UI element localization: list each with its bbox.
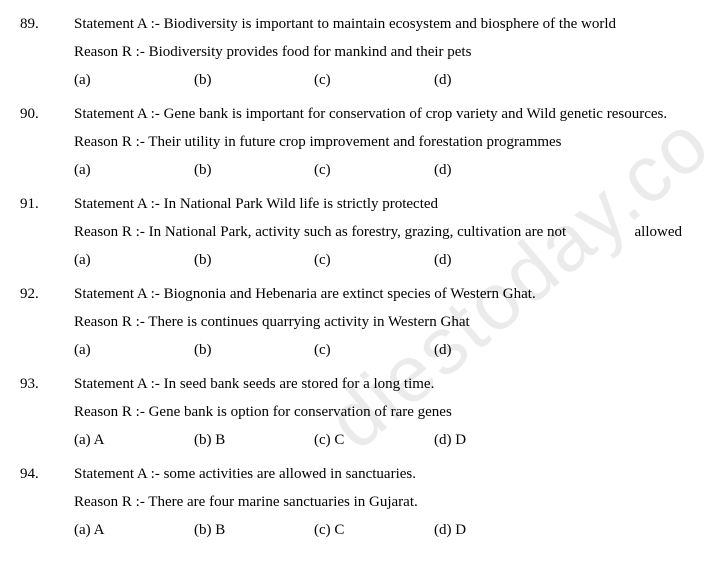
option-d[interactable]: (d): [434, 338, 554, 362]
reason-r-suffix: allowed: [635, 220, 682, 244]
statement-a: Statement A :- In seed bank seeds are st…: [74, 372, 702, 396]
option-b[interactable]: (b): [194, 248, 314, 272]
option-d[interactable]: (d): [434, 68, 554, 92]
question-body: Statement A :- Biognonia and Hebenaria a…: [74, 282, 702, 366]
options-row: (a) (b) (c) (d): [74, 248, 702, 272]
options-row: (a) A (b) B (c) C (d) D: [74, 518, 702, 542]
reason-r: Reason R :- There is continues quarrying…: [74, 310, 702, 334]
options-row: (a) A (b) B (c) C (d) D: [74, 428, 702, 452]
option-b[interactable]: (b): [194, 68, 314, 92]
question-94: 94. Statement A :- some activities are a…: [20, 462, 702, 546]
question-number: 92.: [20, 282, 74, 366]
option-b[interactable]: (b): [194, 338, 314, 362]
question-number: 90.: [20, 102, 74, 186]
question-body: Statement A :- In National Park Wild lif…: [74, 192, 702, 276]
statement-a: Statement A :- Biodiversity is important…: [74, 12, 702, 36]
option-a[interactable]: (a): [74, 338, 194, 362]
option-a[interactable]: (a): [74, 248, 194, 272]
option-a[interactable]: (a): [74, 68, 194, 92]
option-c[interactable]: (c): [314, 68, 434, 92]
question-number: 91.: [20, 192, 74, 276]
option-c[interactable]: (c): [314, 338, 434, 362]
question-body: Statement A :- Gene bank is important fo…: [74, 102, 702, 186]
question-92: 92. Statement A :- Biognonia and Hebenar…: [20, 282, 702, 366]
option-d[interactable]: (d) D: [434, 428, 554, 452]
option-d[interactable]: (d): [434, 248, 554, 272]
option-a[interactable]: (a) A: [74, 518, 194, 542]
option-c[interactable]: (c): [314, 248, 434, 272]
option-b[interactable]: (b) B: [194, 428, 314, 452]
statement-a: Statement A :- In National Park Wild lif…: [74, 192, 702, 216]
statement-a: Statement A :- some activities are allow…: [74, 462, 702, 486]
reason-r: Reason R :- Gene bank is option for cons…: [74, 400, 702, 424]
options-row: (a) (b) (c) (d): [74, 338, 702, 362]
statement-a: Statement A :- Biognonia and Hebenaria a…: [74, 282, 702, 306]
question-91: 91. Statement A :- In National Park Wild…: [20, 192, 702, 276]
question-number: 89.: [20, 12, 74, 96]
question-89: 89. Statement A :- Biodiversity is impor…: [20, 12, 702, 96]
options-row: (a) (b) (c) (d): [74, 158, 702, 182]
reason-r: Reason R :- There are four marine sanctu…: [74, 490, 702, 514]
question-body: Statement A :- some activities are allow…: [74, 462, 702, 546]
reason-r-prefix: Reason R :- In National Park, activity s…: [74, 224, 566, 240]
reason-r: Reason R :- Biodiversity provides food f…: [74, 40, 702, 64]
question-number: 93.: [20, 372, 74, 456]
option-c[interactable]: (c) C: [314, 518, 434, 542]
option-d[interactable]: (d) D: [434, 518, 554, 542]
question-93: 93. Statement A :- In seed bank seeds ar…: [20, 372, 702, 456]
question-90: 90. Statement A :- Gene bank is importan…: [20, 102, 702, 186]
reason-r: Reason R :- In National Park, activity s…: [74, 220, 702, 244]
option-c[interactable]: (c): [314, 158, 434, 182]
option-b[interactable]: (b): [194, 158, 314, 182]
question-body: Statement A :- In seed bank seeds are st…: [74, 372, 702, 456]
option-b[interactable]: (b) B: [194, 518, 314, 542]
options-row: (a) (b) (c) (d): [74, 68, 702, 92]
question-number: 94.: [20, 462, 74, 546]
option-a[interactable]: (a) A: [74, 428, 194, 452]
option-a[interactable]: (a): [74, 158, 194, 182]
reason-r: Reason R :- Their utility in future crop…: [74, 130, 702, 154]
option-c[interactable]: (c) C: [314, 428, 434, 452]
question-body: Statement A :- Biodiversity is important…: [74, 12, 702, 96]
option-d[interactable]: (d): [434, 158, 554, 182]
statement-a: Statement A :- Gene bank is important fo…: [74, 102, 702, 126]
